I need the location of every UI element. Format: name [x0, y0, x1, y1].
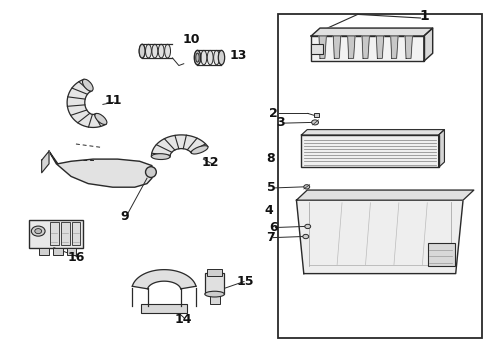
- Bar: [67, 248, 76, 255]
- Bar: [50, 222, 59, 245]
- Circle shape: [31, 226, 45, 236]
- Bar: [311, 44, 323, 54]
- Ellipse shape: [146, 167, 156, 177]
- Polygon shape: [348, 36, 355, 58]
- Text: 13: 13: [230, 49, 247, 62]
- Polygon shape: [67, 79, 106, 127]
- Ellipse shape: [146, 44, 151, 58]
- Ellipse shape: [195, 50, 200, 65]
- Ellipse shape: [205, 291, 224, 297]
- Polygon shape: [376, 36, 384, 58]
- Ellipse shape: [152, 44, 158, 58]
- Bar: [29, 220, 83, 248]
- Polygon shape: [301, 130, 444, 135]
- Bar: [210, 293, 220, 304]
- Bar: [301, 135, 439, 167]
- Polygon shape: [439, 130, 444, 167]
- Bar: [61, 222, 70, 245]
- Ellipse shape: [139, 44, 145, 58]
- Polygon shape: [424, 28, 433, 61]
- Circle shape: [303, 234, 309, 239]
- Polygon shape: [311, 28, 433, 36]
- Text: 8: 8: [267, 152, 275, 165]
- Polygon shape: [132, 270, 196, 289]
- Text: 6: 6: [269, 221, 278, 234]
- Bar: [278, 14, 482, 338]
- Text: 1: 1: [419, 9, 429, 23]
- Text: 15: 15: [236, 275, 254, 288]
- Text: 3: 3: [276, 116, 285, 129]
- Polygon shape: [405, 36, 413, 58]
- Text: 2: 2: [269, 107, 278, 120]
- Ellipse shape: [218, 50, 224, 65]
- Circle shape: [304, 185, 310, 189]
- Polygon shape: [151, 135, 208, 157]
- Ellipse shape: [139, 44, 145, 58]
- Ellipse shape: [214, 50, 220, 65]
- Ellipse shape: [158, 44, 164, 58]
- Polygon shape: [333, 36, 341, 58]
- Bar: [311, 36, 424, 61]
- Polygon shape: [296, 190, 474, 200]
- Bar: [314, 113, 318, 117]
- Polygon shape: [319, 36, 326, 58]
- Ellipse shape: [191, 146, 208, 154]
- Polygon shape: [42, 151, 49, 173]
- Ellipse shape: [151, 154, 170, 159]
- Bar: [428, 243, 455, 266]
- Text: 11: 11: [105, 94, 122, 107]
- Text: 7: 7: [267, 231, 275, 244]
- Bar: [205, 273, 224, 294]
- Bar: [141, 304, 187, 313]
- Bar: [53, 248, 63, 255]
- Circle shape: [305, 224, 311, 229]
- Text: 4: 4: [264, 204, 273, 217]
- Ellipse shape: [201, 50, 207, 65]
- Text: 10: 10: [182, 33, 200, 46]
- Bar: [39, 248, 49, 255]
- Ellipse shape: [165, 44, 171, 58]
- Text: 14: 14: [175, 313, 193, 326]
- Ellipse shape: [207, 50, 213, 65]
- Ellipse shape: [196, 53, 199, 62]
- Polygon shape: [296, 200, 463, 274]
- Polygon shape: [391, 36, 398, 58]
- Polygon shape: [362, 36, 369, 58]
- Circle shape: [35, 229, 42, 234]
- Text: 12: 12: [202, 156, 220, 169]
- Ellipse shape: [82, 79, 93, 91]
- Circle shape: [312, 120, 318, 125]
- Ellipse shape: [194, 50, 201, 65]
- Text: 16: 16: [67, 251, 85, 264]
- Text: 9: 9: [121, 210, 129, 222]
- Ellipse shape: [95, 113, 107, 125]
- Text: 5: 5: [267, 181, 275, 194]
- Bar: [207, 269, 222, 276]
- Bar: [72, 222, 80, 245]
- Polygon shape: [49, 151, 152, 187]
